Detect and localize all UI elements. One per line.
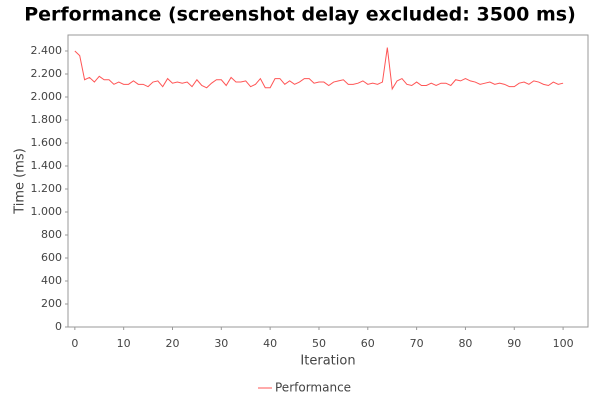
y-tick-label: 1.800 (31, 113, 63, 126)
y-tick-label: 2.200 (31, 67, 63, 80)
y-tick-label: 1.200 (31, 182, 63, 195)
x-tick-label: 20 (165, 337, 179, 350)
y-tick-label: 1.000 (31, 205, 63, 218)
plot-area (67, 34, 589, 328)
y-tick-label: 600 (41, 251, 62, 264)
y-axis-label: Time (ms) (13, 148, 28, 215)
x-tick-label: 100 (553, 337, 574, 350)
y-tick-label: 2.000 (31, 90, 63, 103)
legend-label: Performance (275, 381, 351, 395)
x-axis-label: Iteration (300, 354, 355, 369)
x-tick-label: 60 (361, 337, 375, 350)
x-tick-label: 80 (458, 337, 472, 350)
data-line (74, 47, 564, 91)
y-tick-label: 800 (41, 228, 62, 241)
y-tick-label: 200 (41, 297, 62, 310)
y-tick-label: 1.600 (31, 136, 63, 149)
x-tick-label: 70 (410, 337, 424, 350)
x-tick-label: 30 (214, 337, 228, 350)
y-tick-label: 2.400 (31, 44, 63, 57)
y-tick-label: 1.400 (31, 159, 63, 172)
y-tick-label: 0 (55, 320, 62, 333)
x-tick-label: 0 (71, 337, 78, 350)
x-tick-label: 40 (263, 337, 277, 350)
x-tick-label: 10 (117, 337, 131, 350)
x-tick-label: 50 (312, 337, 326, 350)
y-tick-label: 400 (41, 274, 62, 287)
chart-title: Performance (screenshot delay excluded: … (24, 4, 576, 26)
x-tick-label: 90 (507, 337, 521, 350)
